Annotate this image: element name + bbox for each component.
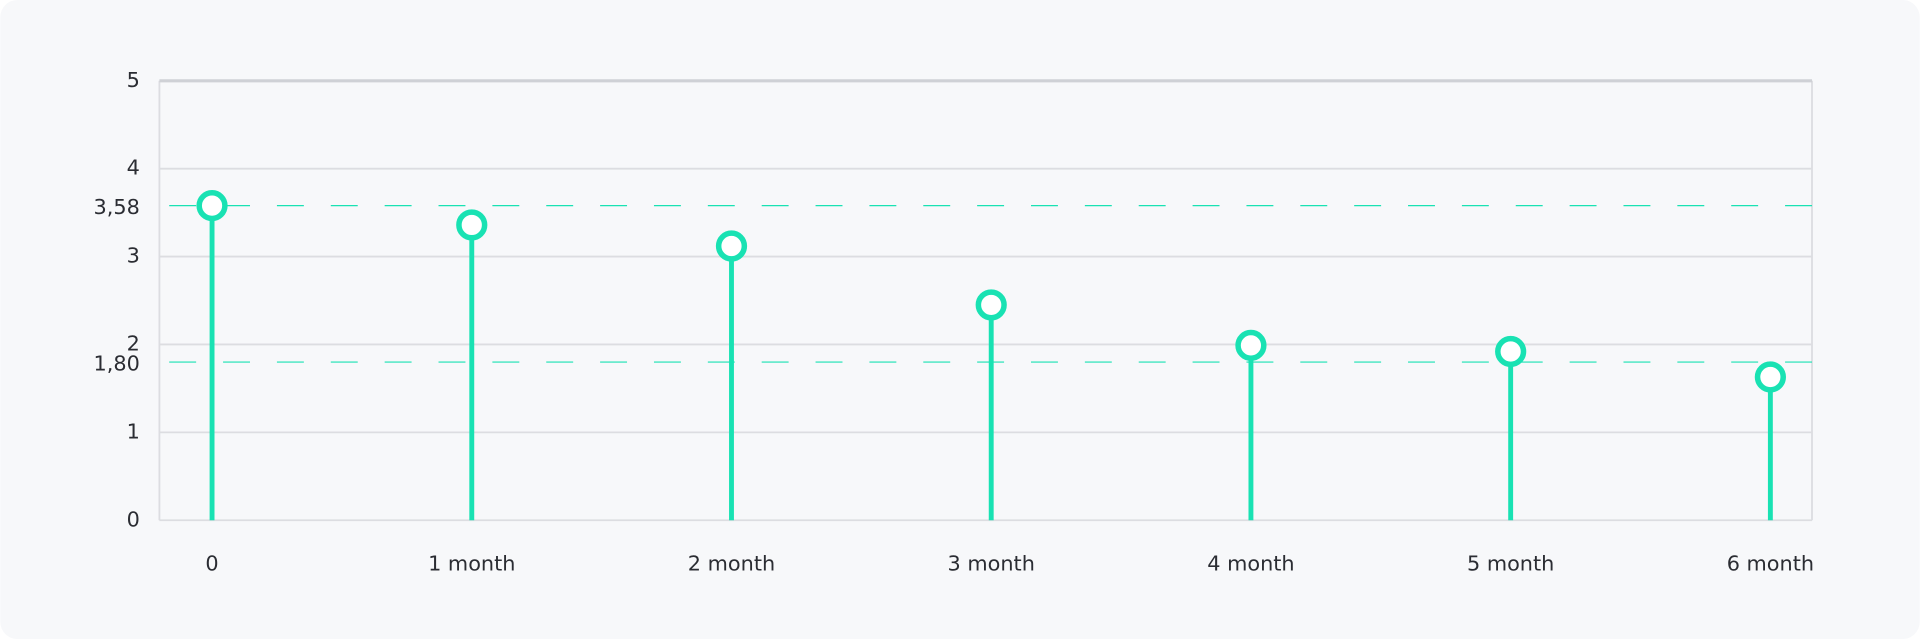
y-tick-label: 0: [127, 507, 140, 531]
y-tick-label: 4: [127, 156, 140, 180]
x-tick-label: 4 month: [1207, 551, 1294, 575]
x-tick-label: 1 month: [428, 551, 515, 575]
marker: [196, 189, 228, 222]
y-tick-label: 2: [127, 331, 140, 355]
y-tick-label: 1: [127, 419, 140, 443]
y-tick-label: 3: [127, 244, 140, 268]
marker: [715, 230, 748, 262]
marker: [1235, 329, 1267, 361]
x-tick-label: 6 month: [1727, 551, 1814, 575]
y-tick-label: 5: [127, 68, 140, 92]
reference-label: 3,58: [94, 195, 140, 219]
x-tick-label: 0: [205, 551, 218, 575]
marker: [1495, 335, 1527, 368]
marker: [1754, 361, 1786, 393]
marker: [975, 289, 1007, 321]
reference-label: 1,80: [94, 351, 140, 375]
x-tick-label: 2 month: [688, 551, 775, 575]
x-tick-label: 5 month: [1467, 551, 1554, 575]
marker: [456, 209, 488, 241]
x-tick-label: 3 month: [948, 551, 1035, 575]
